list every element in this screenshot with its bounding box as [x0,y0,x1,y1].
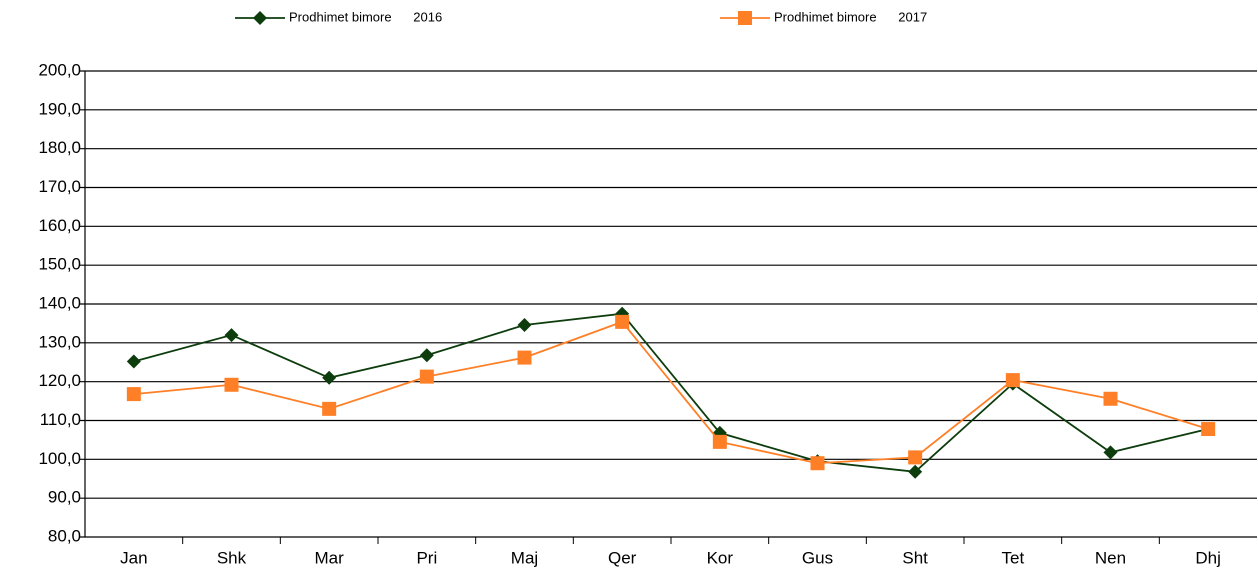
x-tick-label: Nen [1095,548,1126,567]
legend-marker [738,11,752,25]
marker [419,369,434,384]
marker [517,317,532,332]
y-tick-label: 100,0 [38,449,81,468]
y-tick-label: 130,0 [38,332,81,351]
y-tick-label: 160,0 [38,216,81,235]
y-tick-label: 180,0 [38,138,81,157]
x-tick-label: Gus [802,548,833,567]
marker [224,328,239,343]
marker [908,464,923,479]
x-tick-label: Maj [511,548,538,567]
y-tick-label: 190,0 [38,99,81,118]
marker [615,314,630,329]
series-line [133,312,1209,473]
legend-marker [253,11,267,25]
x-tick-label: Pri [416,548,437,567]
marker [1201,422,1216,437]
marker [810,456,825,471]
y-tick-label: 120,0 [38,371,81,390]
y-tick-label: 170,0 [38,177,81,196]
marker [1005,373,1020,388]
y-tick-label: 90,0 [48,488,81,507]
x-tick-label: Shk [217,548,247,567]
marker [517,350,532,365]
marker [1103,391,1118,406]
y-tick-label: 150,0 [38,255,81,274]
marker [322,401,337,416]
y-tick-label: 140,0 [38,293,81,312]
x-tick-label: Jan [120,548,147,567]
legend-label: Prodhimet bimore 2017 [774,9,927,24]
marker [712,434,727,449]
legend-label: Prodhimet bimore 2016 [289,9,442,24]
marker [224,377,239,392]
marker [1103,445,1118,460]
series-line [133,320,1209,465]
y-tick-label: 200,0 [38,60,81,79]
marker [126,387,141,402]
marker [419,348,434,363]
marker [908,450,923,465]
x-tick-label: Kor [707,548,734,567]
x-tick-label: Mar [315,548,345,567]
marker [322,370,337,385]
x-tick-label: Qer [608,548,637,567]
y-tick-label: 110,0 [40,410,81,429]
x-tick-label: Sht [902,548,928,567]
y-tick-label: 80,0 [48,526,81,545]
x-tick-label: Dhj [1195,548,1221,567]
x-tick-label: Tet [1001,548,1024,567]
marker [126,354,141,369]
